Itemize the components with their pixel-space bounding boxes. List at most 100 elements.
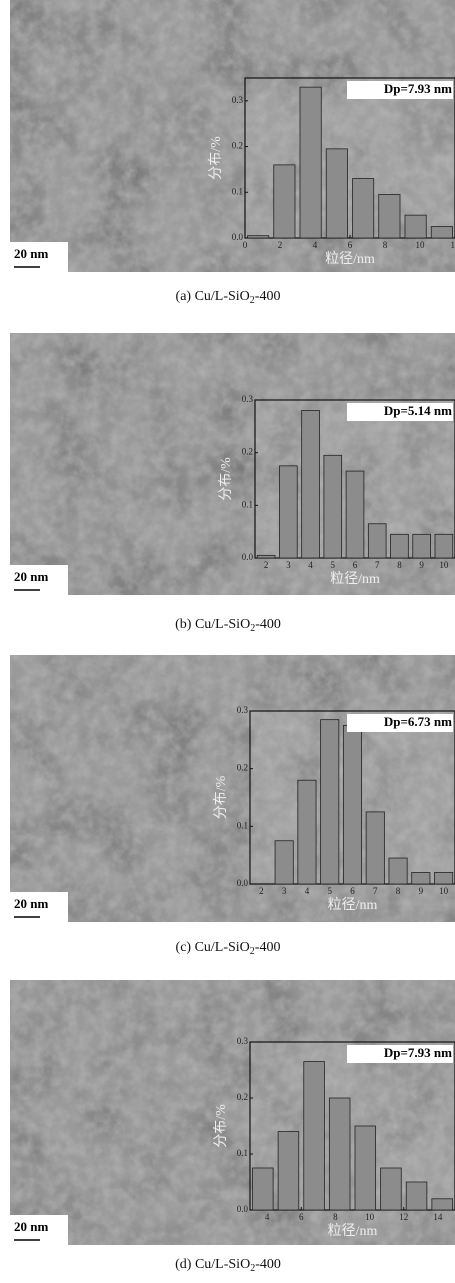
bar [368,524,386,558]
x-tick-label: 8 [396,886,401,896]
x-tick-label: 4 [308,560,313,570]
bar [326,149,347,238]
bar [435,534,453,558]
x-axis-label: 粒径/nm [328,897,378,913]
scale-bar-label: 20 nm [14,569,48,584]
bar [379,195,400,238]
y-tick-label: 0.0 [237,878,249,888]
caption: (c) Cu/L-SiO2-400 [176,940,281,957]
caption-text: (d) Cu/L-SiO [175,1257,250,1272]
caption-suffix: -400 [255,940,281,955]
y-tick-label: 0.3 [237,705,249,715]
x-axis-label: 粒径/nm [330,571,380,587]
x-tick-label: 10 [365,1212,375,1222]
bar [389,858,407,884]
x-tick-label: 8 [397,560,402,570]
y-tick-label: 0.2 [237,1092,248,1102]
annotation: Dp=7.93 nm [384,1045,452,1060]
bar [413,534,431,558]
bar [321,720,339,884]
bar [406,1182,427,1210]
bar [431,227,452,238]
caption: (d) Cu/L-SiO2-400 [175,1257,281,1274]
bar [355,1126,376,1210]
panel: 0.00.10.20.3024681012Dp=7.93 nm分布/%粒径/nm… [10,0,455,306]
x-tick-label: 7 [375,560,380,570]
bar [278,1132,299,1210]
y-tick-label: 0.3 [237,1036,249,1046]
x-tick-label: 10 [439,560,449,570]
bar [432,1199,453,1210]
bar [257,555,275,558]
bar [275,841,293,884]
y-tick-label: 0.1 [237,820,248,830]
x-tick-label: 5 [327,886,332,896]
bar [381,1168,402,1210]
bar [304,1062,325,1210]
x-tick-label: 3 [282,886,287,896]
x-tick-label: 12 [451,240,455,250]
y-tick-label: 0.1 [237,1148,248,1158]
x-tick-label: 6 [348,240,353,250]
y-tick-label: 0.2 [232,141,243,151]
caption-text: (a) Cu/L-SiO [176,289,250,304]
y-tick-label: 0.1 [242,499,253,509]
y-tick-label: 0.0 [237,1204,249,1214]
x-tick-label: 7 [373,886,378,896]
x-tick-label: 9 [419,886,424,896]
annotation: Dp=7.93 nm [384,81,452,96]
x-tick-label: 4 [265,1212,270,1222]
x-axis-label: 粒径/nm [328,1223,378,1239]
x-tick-label: 6 [350,886,355,896]
bar [391,534,409,558]
y-tick-label: 0.2 [242,447,253,457]
y-tick-label: 0.3 [242,394,254,404]
bar [353,179,374,238]
x-tick-label: 14 [433,1212,443,1222]
bar [298,780,316,884]
caption-text: (c) Cu/L-SiO [176,940,250,955]
annotation: Dp=6.73 nm [384,714,452,729]
scale-bar-label: 20 nm [14,896,48,911]
bar [300,87,321,238]
bar [302,411,320,558]
bar [329,1098,350,1210]
x-tick-label: 10 [416,240,426,250]
bar [279,466,297,558]
bar [324,455,342,558]
x-tick-label: 8 [333,1212,338,1222]
bar [346,471,364,558]
bar [366,812,384,884]
x-tick-label: 6 [299,1212,304,1222]
y-axis-label: 分布/% [213,1104,229,1148]
x-tick-label: 0 [243,240,248,250]
y-tick-label: 0.0 [242,552,254,562]
scale-bar-label: 20 nm [14,246,48,261]
caption-text: (b) Cu/L-SiO [175,617,250,632]
bar [274,165,295,238]
bar [248,236,269,238]
panel: 0.0 0.1 0.2 0.3 4 6 8 10 12 14 Dp=7.93 nm 分布/% 粒径/nm… [10,980,455,1274]
y-axis-label: 分布/% [218,457,234,501]
caption: (a) Cu/L-SiO2-400 [176,289,281,306]
x-tick-label: 3 [286,560,291,570]
annotation: Dp=5.14 nm [384,403,452,418]
bar [412,872,430,884]
x-tick-label: 4 [305,886,310,896]
bar [343,725,361,884]
x-tick-label: 2 [278,240,283,250]
caption-suffix: -400 [255,1257,281,1272]
y-tick-label: 0.2 [237,763,248,773]
bar [405,215,426,238]
x-tick-label: 4 [313,240,318,250]
caption-suffix: -400 [255,617,281,632]
x-axis-label: 粒径/nm [325,251,375,267]
x-tick-label: 12 [399,1212,408,1222]
caption: (b) Cu/L-SiO2-400 [175,617,281,634]
x-tick-label: 6 [353,560,358,570]
y-tick-label: 0.1 [232,186,243,196]
y-axis-label: 分布/% [213,775,229,819]
x-tick-label: 8 [383,240,388,250]
